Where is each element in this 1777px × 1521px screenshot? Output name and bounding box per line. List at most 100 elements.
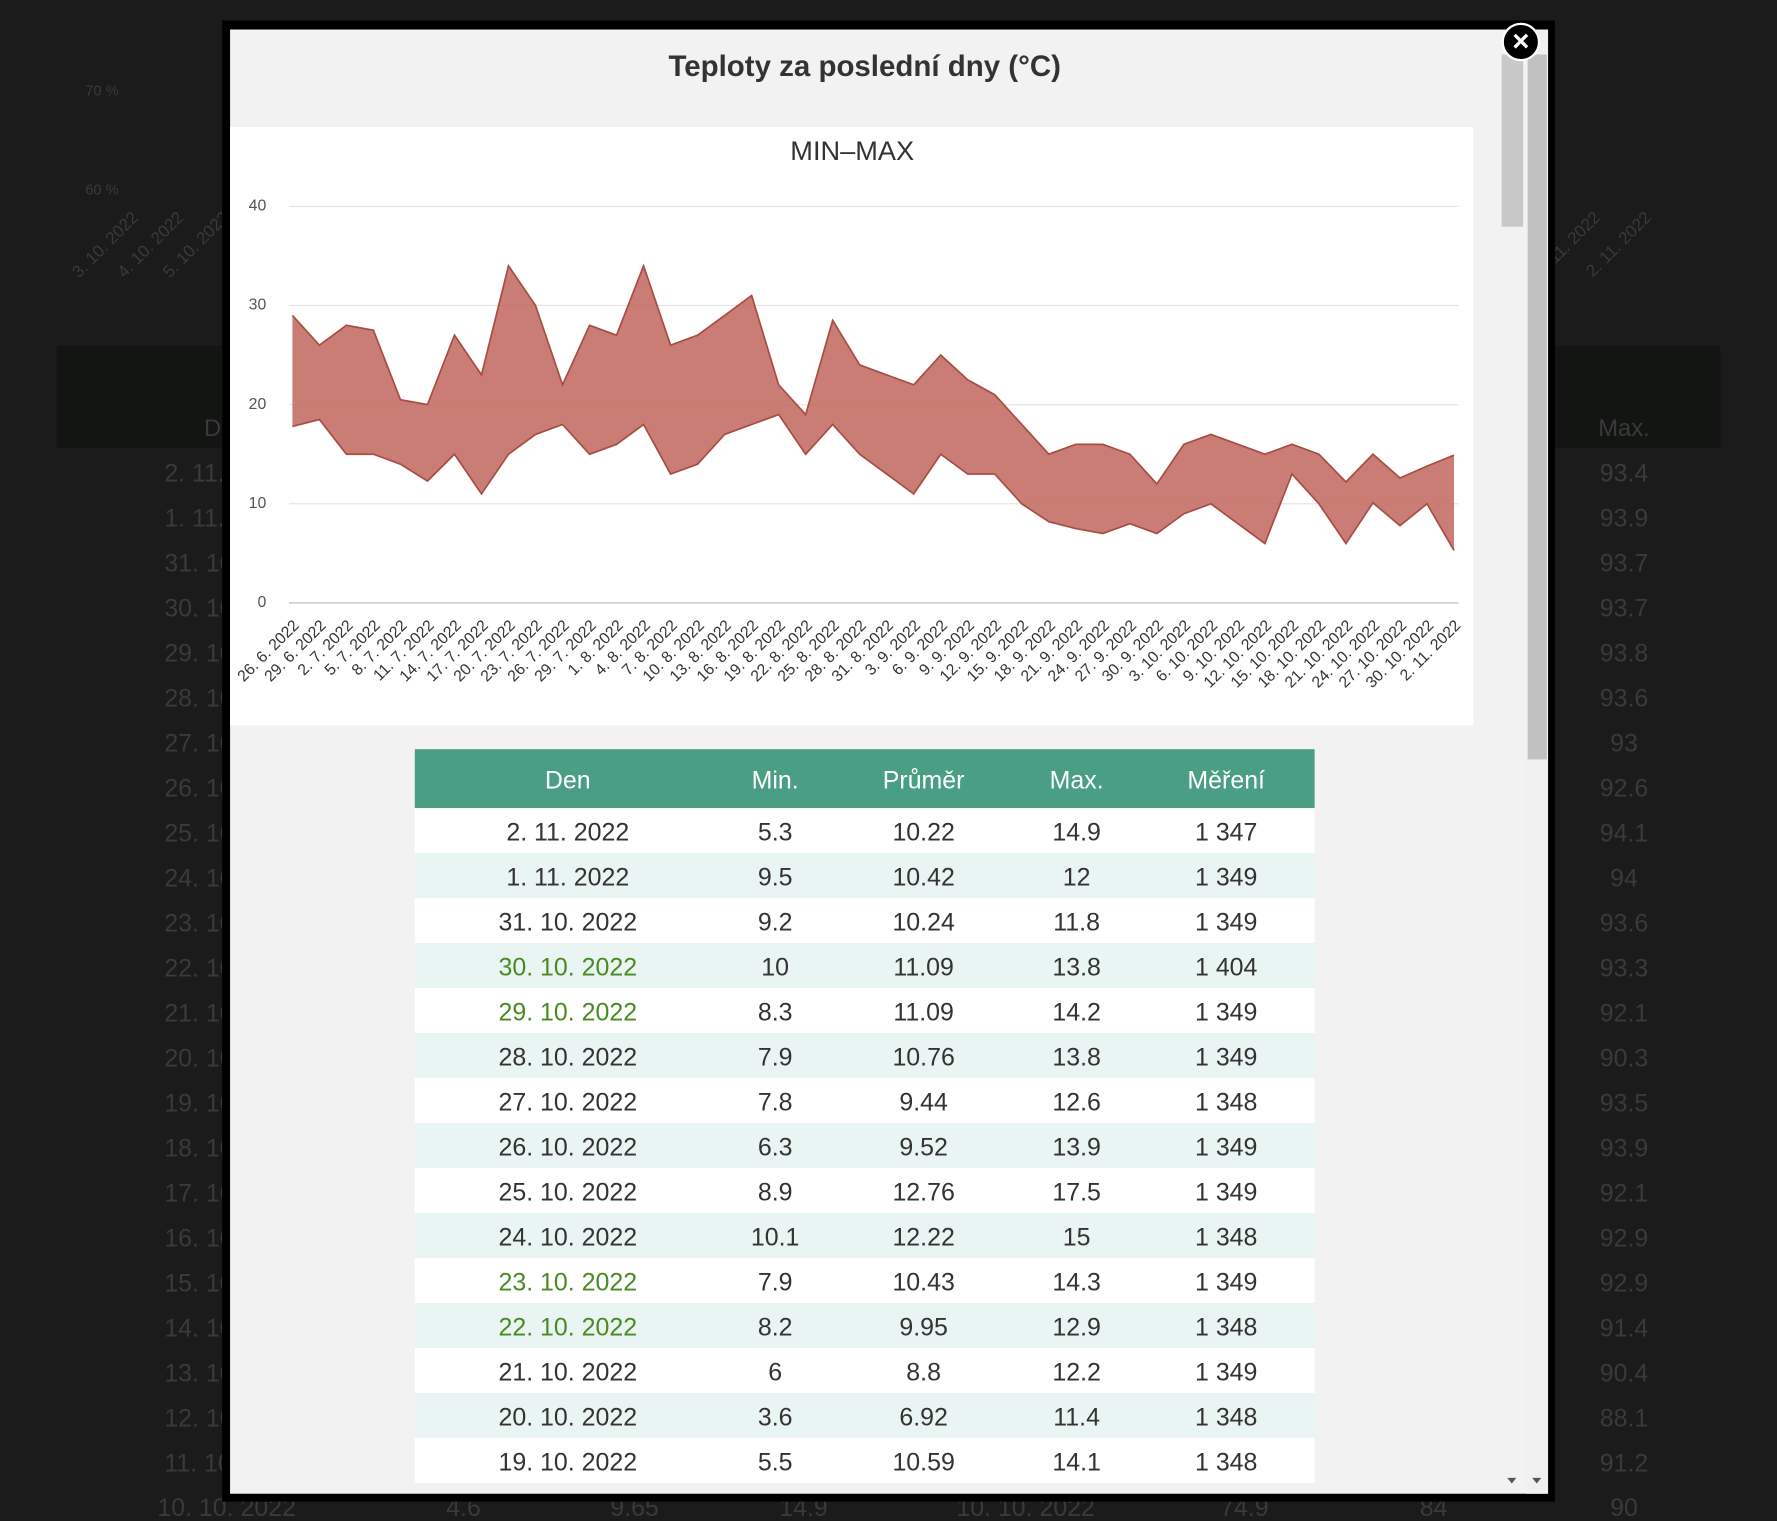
table-cell: 13.9: [1052, 1134, 1101, 1162]
bg-cell: 90: [1610, 1494, 1638, 1521]
bg-max: 93.7: [1600, 594, 1649, 622]
table-cell: 31. 10. 2022: [498, 909, 637, 937]
table-cell: 10.43: [892, 1268, 954, 1296]
y-tick-label: 30: [249, 297, 267, 314]
bg-max: 90.3: [1600, 1044, 1649, 1072]
table-cell: 9.95: [899, 1313, 948, 1341]
table-cell: 12.9: [1052, 1313, 1101, 1341]
bg-max: 93.9: [1600, 504, 1649, 532]
table-cell: 2. 11. 2022: [506, 819, 629, 847]
bg-max: 93.4: [1600, 459, 1649, 487]
table-row: [414, 1033, 1315, 1079]
table-cell: 17.5: [1052, 1179, 1101, 1207]
close-button[interactable]: [1501, 22, 1541, 62]
table-cell: 1 349: [1195, 1044, 1257, 1072]
table-cell: 1 348: [1195, 1089, 1257, 1117]
table-cell: 10.24: [892, 909, 955, 937]
bg-max: 93.9: [1600, 1134, 1649, 1162]
table-header: Den: [545, 767, 591, 795]
table-row: [414, 1078, 1315, 1124]
table-row: [414, 988, 1315, 1034]
table-cell: 5.3: [758, 819, 793, 847]
range-edge: [291, 263, 1455, 486]
bg-max: 93.8: [1600, 639, 1649, 667]
table-cell: 7.9: [758, 1044, 793, 1072]
close-icon[interactable]: ×: [1512, 25, 1529, 58]
table-cell: 25. 10. 2022: [498, 1179, 637, 1207]
table-row: [414, 943, 1315, 989]
range-area: [292, 265, 1455, 551]
table-cell: 3.6: [758, 1403, 793, 1431]
table-cell: 1 349: [1195, 1179, 1257, 1207]
bg-max: 93.6: [1600, 684, 1649, 712]
bg-max: 91.4: [1600, 1314, 1649, 1342]
table-cell: 10.22: [892, 819, 954, 847]
table-cell: 1 349: [1195, 1134, 1257, 1162]
table: Den Min. Průměr Max. Měření 2. 11. 2022 5.3 10.…: [414, 749, 1315, 1483]
bg-max: 92.1: [1600, 999, 1649, 1027]
y-tick-label: 10: [249, 495, 267, 512]
scroll-thumb-inner[interactable]: [1501, 54, 1524, 227]
table-cell: 5.5: [758, 1448, 793, 1476]
bg-max: 92.9: [1600, 1224, 1649, 1252]
table-cell: 1 349: [1195, 999, 1257, 1027]
bg-max: 93.7: [1600, 549, 1649, 577]
table-cell: 19. 10. 2022: [498, 1448, 637, 1476]
table-cell: 7.9: [758, 1268, 793, 1296]
table-row: [414, 808, 1315, 854]
y-tick-label: 20: [249, 396, 267, 413]
scroll-arrows[interactable]: [1507, 1477, 1542, 1484]
table-cell: 11.09: [893, 999, 954, 1027]
table-cell: 12.76: [892, 1179, 954, 1207]
table-cell: 1 348: [1195, 1223, 1257, 1251]
table-row: [414, 853, 1315, 899]
table-cell: 1 347: [1195, 819, 1257, 847]
bg-max: 93.5: [1600, 1089, 1649, 1117]
table-cell: 15: [1063, 1223, 1091, 1251]
table-cell: 12.6: [1052, 1089, 1101, 1117]
table-cell: 9.52: [899, 1134, 948, 1162]
table-cell: 12.2: [1052, 1358, 1101, 1386]
bg-max: 91.2: [1600, 1449, 1649, 1477]
table-row: [414, 1258, 1315, 1304]
table-row: [414, 1347, 1315, 1393]
table-cell: 20. 10. 2022: [498, 1403, 637, 1431]
table-cell: 27. 10. 2022: [498, 1089, 637, 1117]
table-cell: 10.76: [892, 1044, 954, 1072]
scroll-thumb[interactable]: [1527, 54, 1547, 760]
bg-axis-label: 70 %: [85, 84, 119, 100]
table-cell: 9.44: [899, 1089, 948, 1117]
table-cell: 10.1: [751, 1223, 800, 1251]
table-row: [414, 1168, 1315, 1214]
table-cell: 14.2: [1052, 999, 1101, 1027]
table-header: Max.: [1050, 767, 1104, 795]
table-cell: 10.42: [892, 864, 954, 892]
table-cell: 1 349: [1195, 1358, 1257, 1386]
table-cell: 14.1: [1052, 1448, 1101, 1476]
table-cell: 11.4: [1053, 1403, 1100, 1431]
table-cell: 28. 10. 2022: [498, 1044, 637, 1072]
bg-max: 93.6: [1600, 909, 1649, 937]
bg-axis-label: 60 %: [85, 182, 119, 198]
bg-max: 93: [1610, 729, 1638, 757]
table-cell: 11.09: [893, 954, 954, 982]
table-cell: 8.2: [758, 1313, 793, 1341]
table-cell: 1 404: [1195, 954, 1258, 982]
table-cell: 6.92: [899, 1403, 948, 1431]
table-cell: 12.22: [892, 1223, 954, 1251]
table-cell: 1 348: [1195, 1448, 1257, 1476]
table-cell: 30. 10. 2022: [498, 954, 637, 982]
table-row: [414, 1437, 1315, 1483]
table-row: [414, 898, 1315, 944]
table-cell: 14.3: [1052, 1268, 1101, 1296]
table-header: Průměr: [883, 767, 965, 795]
table-row: [414, 1392, 1315, 1438]
table-cell: 13.8: [1052, 1044, 1101, 1072]
table-cell: 13.8: [1052, 954, 1101, 982]
table-cell: 21. 10. 2022: [498, 1358, 637, 1386]
table-header: Měření: [1187, 767, 1265, 795]
table-cell: 23. 10. 2022: [498, 1268, 637, 1296]
table-cell: 8.9: [758, 1179, 793, 1207]
